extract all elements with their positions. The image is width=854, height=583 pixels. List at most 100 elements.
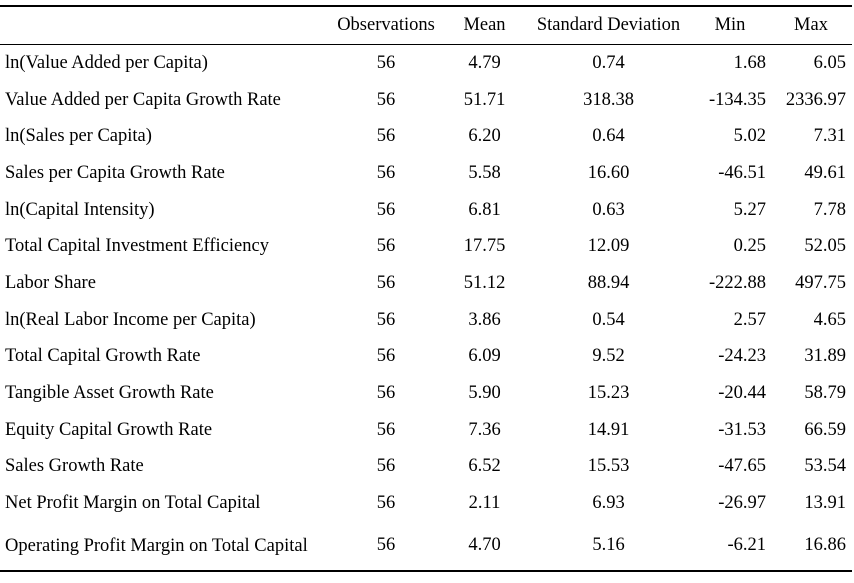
cell-variable: Sales Growth Rate — [5, 456, 144, 477]
cell-standard-deviation: 6.93 — [592, 493, 625, 514]
cell-min: -26.97 — [718, 493, 766, 514]
cell-standard-deviation: 12.09 — [587, 236, 630, 257]
cell-observations: 56 — [376, 52, 396, 73]
table-row: Value Added per Capita Growth Rate 56 51.7… — [0, 82, 852, 119]
table-row: ln(Value Added per Capita) 56 4.79 0.74 1.68… — [0, 45, 852, 82]
table-body: ln(Value Added per Capita) 56 4.79 0.74 1.68… — [0, 45, 852, 571]
cell-standard-deviation: 88.94 — [587, 272, 630, 293]
cell-max: 497.75 — [795, 272, 846, 293]
cell-mean: 6.09 — [468, 346, 501, 367]
cell-variable: Total Capital Investment Efficiency — [5, 236, 269, 257]
table-row: ln(Real Labor Income per Capita) 56 3.86 0.… — [0, 302, 852, 339]
cell-mean: 51.12 — [463, 272, 506, 293]
cell-variable: Value Added per Capita Growth Rate — [5, 89, 281, 110]
cell-variable: Operating Profit Margin on Total Capital — [5, 535, 308, 556]
cell-mean: 6.20 — [468, 126, 501, 147]
cell-variable: ln(Sales per Capita) — [5, 126, 152, 147]
cell-observations: 56 — [376, 346, 396, 367]
cell-variable: Net Profit Margin on Total Capital — [5, 493, 261, 514]
cell-variable: ln(Capital Intensity) — [5, 199, 155, 220]
table-row: Equity Capital Growth Rate 56 7.36 14.91 -31… — [0, 412, 852, 449]
table-row: Sales per Capita Growth Rate 56 5.58 16.60 -… — [0, 155, 852, 192]
cell-observations: 56 — [376, 535, 396, 556]
cell-min: -20.44 — [718, 383, 766, 404]
cell-standard-deviation: 5.16 — [592, 535, 625, 556]
cell-observations: 56 — [376, 383, 396, 404]
table-row: ln(Capital Intensity) 56 6.81 0.63 5.27 7.78 — [0, 192, 852, 229]
cell-standard-deviation: 318.38 — [583, 89, 634, 110]
cell-observations: 56 — [376, 162, 396, 183]
table-row: Labor Share 56 51.12 88.94 -222.88 497.75 — [0, 265, 852, 302]
cell-min: 0.25 — [733, 236, 766, 257]
header-min: Min — [714, 15, 746, 35]
cell-max: 13.91 — [804, 493, 846, 514]
cell-mean: 4.70 — [468, 535, 501, 556]
cell-max: 2336.97 — [785, 89, 846, 110]
cell-mean: 6.52 — [468, 456, 501, 477]
cell-max: 4.65 — [813, 309, 846, 330]
header-variable — [0, 6, 330, 45]
cell-standard-deviation: 15.23 — [587, 383, 630, 404]
cell-standard-deviation: 0.74 — [592, 52, 625, 73]
table-row: Operating Profit Margin on Total Capital… — [0, 522, 852, 571]
cell-max: 58.79 — [804, 383, 846, 404]
cell-max: 7.78 — [813, 199, 846, 220]
cell-mean: 2.11 — [468, 493, 501, 514]
cell-max: 66.59 — [804, 419, 846, 440]
header-row: Observations Mean Standard Deviation Min… — [0, 6, 852, 45]
cell-mean: 5.90 — [468, 383, 501, 404]
cell-observations: 56 — [376, 236, 396, 257]
cell-variable: Equity Capital Growth Rate — [5, 419, 213, 440]
cell-mean: 4.79 — [468, 52, 501, 73]
cell-standard-deviation: 15.53 — [587, 456, 630, 477]
cell-max: 49.61 — [804, 162, 846, 183]
cell-mean: 17.75 — [463, 236, 506, 257]
table-row: Net Profit Margin on Total Capital 56 2.11… — [0, 485, 852, 522]
cell-min: 5.27 — [733, 199, 766, 220]
cell-min: -222.88 — [708, 272, 766, 293]
cell-max: 52.05 — [804, 236, 846, 257]
cell-observations: 56 — [376, 309, 396, 330]
cell-min: -47.65 — [718, 456, 766, 477]
cell-variable: Tangible Asset Growth Rate — [5, 383, 214, 404]
cell-mean: 5.58 — [468, 162, 501, 183]
cell-mean: 51.71 — [463, 89, 506, 110]
cell-min: -24.23 — [718, 346, 766, 367]
cell-variable: Total Capital Growth Rate — [5, 346, 201, 367]
cell-observations: 56 — [376, 199, 396, 220]
cell-min: -31.53 — [718, 419, 766, 440]
cell-max: 16.86 — [804, 535, 846, 556]
cell-standard-deviation: 0.54 — [592, 309, 625, 330]
cell-min: -6.21 — [727, 535, 766, 556]
cell-mean: 7.36 — [468, 419, 501, 440]
summary-statistics-table: Observations Mean Standard Deviation Min… — [0, 5, 852, 572]
cell-mean: 3.86 — [468, 309, 501, 330]
table-row: Tangible Asset Growth Rate 56 5.90 15.23 -20… — [0, 375, 852, 412]
cell-max: 31.89 — [804, 346, 846, 367]
cell-observations: 56 — [376, 456, 396, 477]
cell-mean: 6.81 — [468, 199, 501, 220]
cell-max: 7.31 — [813, 126, 846, 147]
table-row: Total Capital Growth Rate 56 6.09 9.52 -24.2… — [0, 339, 852, 376]
cell-min: -134.35 — [708, 89, 766, 110]
cell-observations: 56 — [376, 272, 396, 293]
header-mean: Mean — [463, 15, 506, 35]
cell-observations: 56 — [376, 126, 396, 147]
header-observations: Observations — [337, 15, 435, 35]
cell-variable: ln(Value Added per Capita) — [5, 52, 208, 73]
cell-observations: 56 — [376, 493, 396, 514]
table-row: Sales Growth Rate 56 6.52 15.53 -47.65 53.54 — [0, 449, 852, 486]
cell-standard-deviation: 0.64 — [592, 126, 625, 147]
header-standard-deviation: Standard Deviation — [536, 15, 681, 35]
cell-min: 1.68 — [733, 52, 766, 73]
cell-max: 6.05 — [813, 52, 846, 73]
cell-variable: Labor Share — [5, 272, 96, 293]
summary-statistics-table-wrapper: Observations Mean Standard Deviation Min… — [0, 5, 852, 572]
table-row: ln(Sales per Capita) 56 6.20 0.64 5.02 7.31 — [0, 118, 852, 155]
cell-standard-deviation: 14.91 — [587, 419, 630, 440]
cell-variable: Sales per Capita Growth Rate — [5, 162, 225, 183]
cell-standard-deviation: 9.52 — [592, 346, 625, 367]
cell-standard-deviation: 0.63 — [592, 199, 625, 220]
cell-standard-deviation: 16.60 — [587, 162, 630, 183]
cell-variable: ln(Real Labor Income per Capita) — [5, 309, 256, 330]
